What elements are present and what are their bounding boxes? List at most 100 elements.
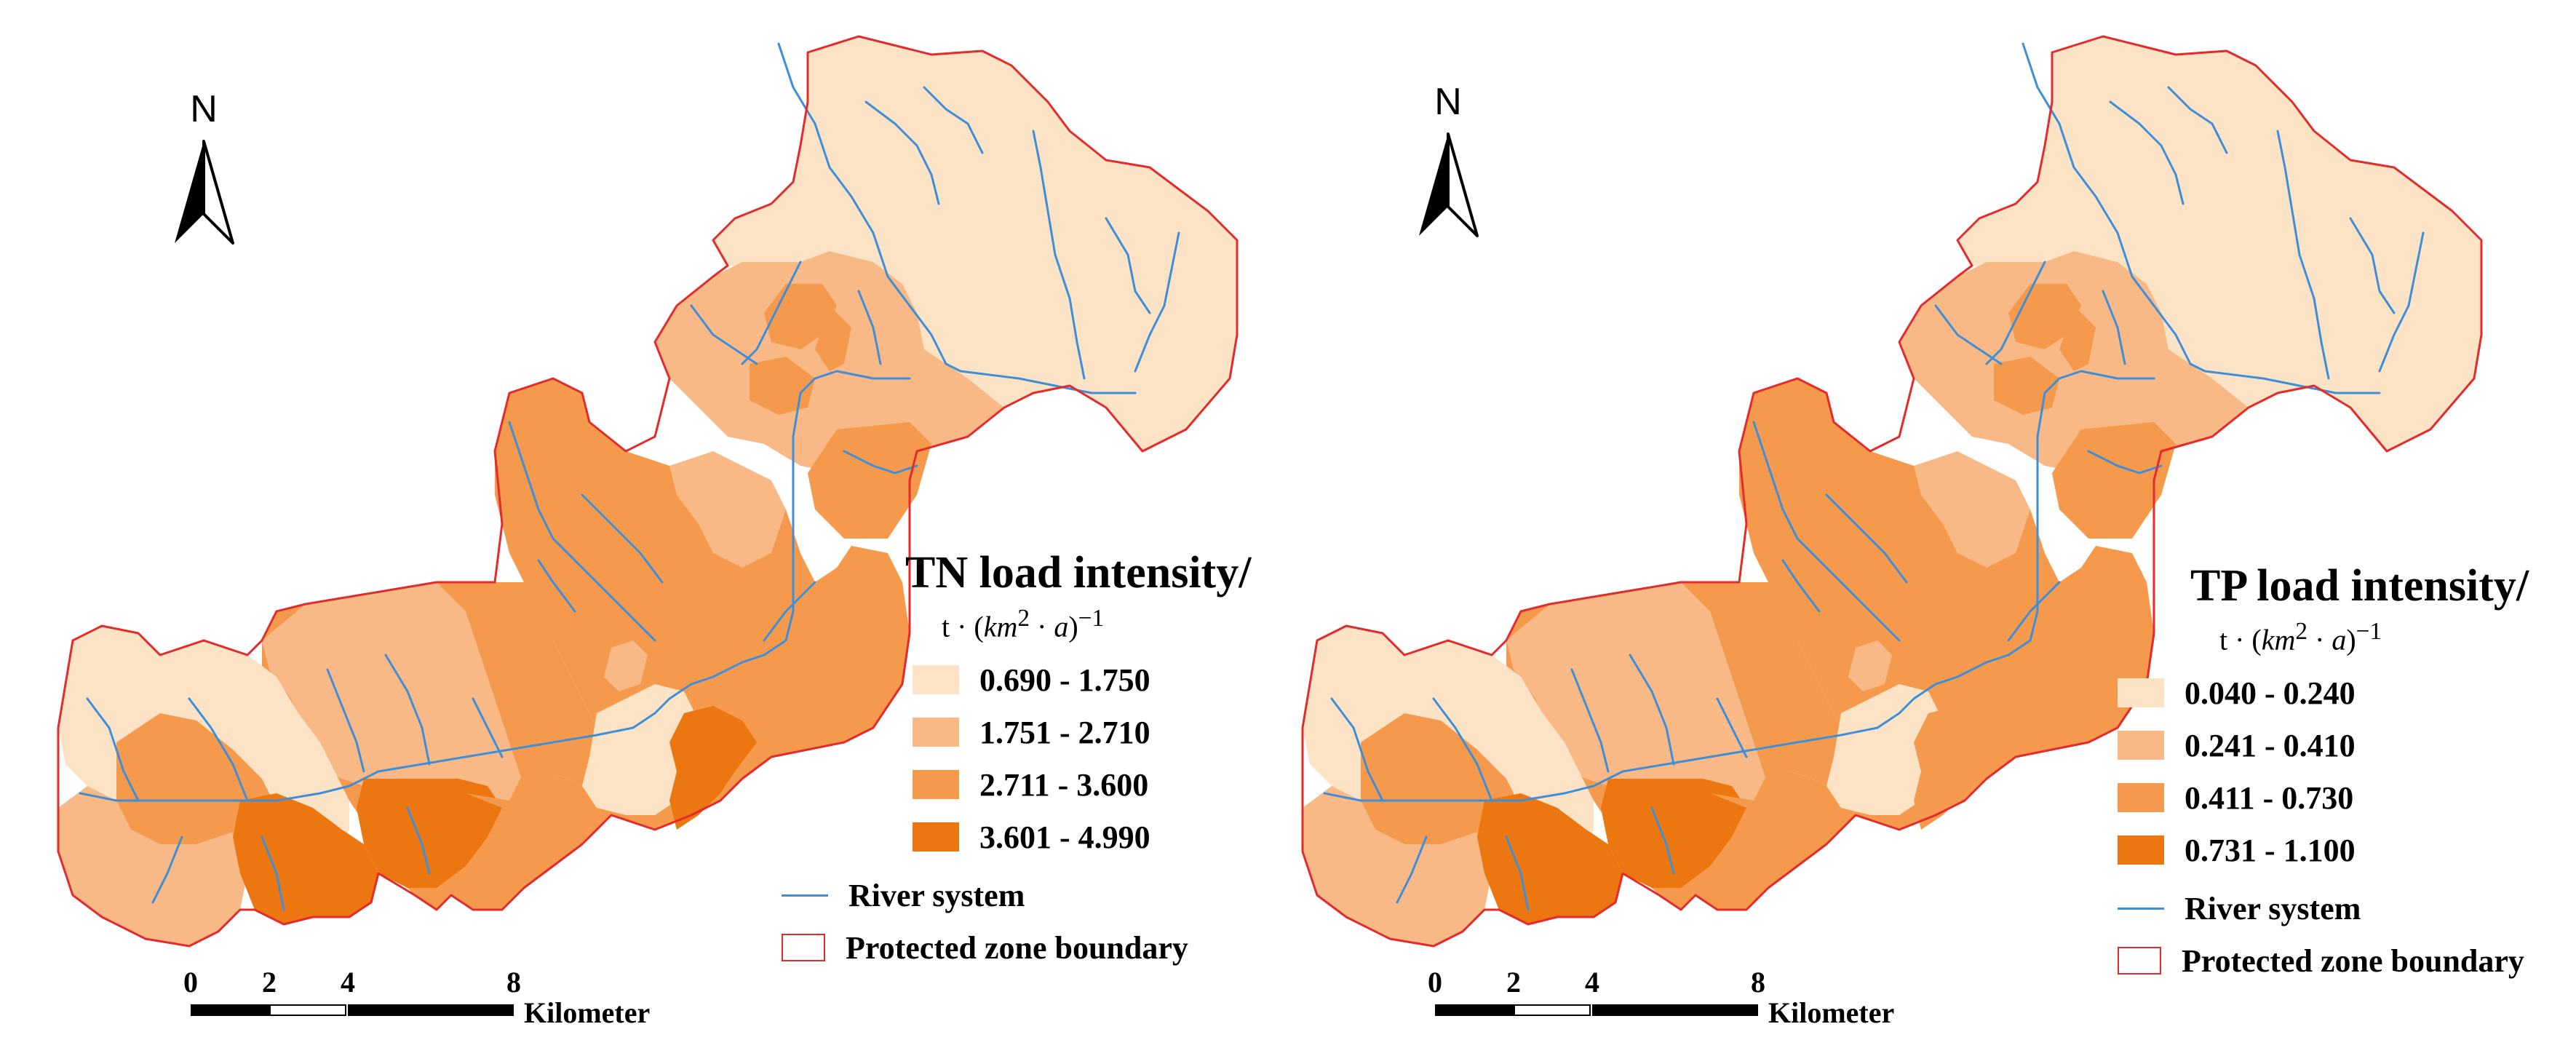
tp-zone <box>1477 793 1623 924</box>
river-line-icon <box>782 894 828 897</box>
scale-tick: 8 <box>1751 966 1765 999</box>
tp-river <box>1650 806 1675 875</box>
tp-river <box>1716 697 1748 758</box>
tn-river <box>472 697 504 758</box>
tn-zone <box>808 422 931 539</box>
tn-river <box>843 450 918 475</box>
scale-segment <box>1514 1004 1591 1016</box>
scale-segment <box>1592 1004 1758 1016</box>
tn-legend-label: 0.690 - 1.750 <box>979 662 1150 698</box>
tp-river <box>1781 559 1821 613</box>
tp-zone <box>1506 582 1768 801</box>
tn-zone <box>713 36 1237 451</box>
tn-river-network <box>79 42 1180 911</box>
tn-river <box>799 370 911 394</box>
tn-legend-swatch <box>913 770 959 800</box>
scale-tick: 4 <box>1585 966 1599 999</box>
tp-map-panel: N TP load intensity/ t · (km2 · a)−1 0.0… <box>1244 0 2532 1048</box>
tp-river <box>2167 86 2228 154</box>
tn-zone <box>58 786 247 946</box>
tn-river <box>326 668 365 773</box>
tn-protected-zone-boundary <box>57 35 1239 948</box>
tp-river-network <box>1323 42 2425 911</box>
tn-river <box>1032 130 1086 380</box>
tp-legend-boundary: Protected zone boundary <box>2118 934 2529 987</box>
tp-zone <box>1914 706 2001 830</box>
tn-legend-class: 3.601 - 4.990 <box>913 811 1251 863</box>
tp-river-label: River system <box>2185 890 2361 926</box>
tn-legend-label: 2.711 - 3.600 <box>979 766 1149 803</box>
scale-tick: 0 <box>1428 966 1442 999</box>
tp-river <box>2022 42 2206 373</box>
tn-legend-boundary: Protected zone boundary <box>782 921 1251 974</box>
tp-zone <box>2059 306 2096 371</box>
tp-zone <box>1914 451 2030 568</box>
tp-legend-title: TP load intensity/ <box>2190 561 2529 611</box>
tp-legend-class: 0.040 - 0.240 <box>2118 667 2529 719</box>
tp-legend-class: 0.241 - 0.410 <box>2118 719 2529 771</box>
tn-zone <box>451 771 611 910</box>
tn-zone <box>582 684 699 815</box>
tn-river <box>151 835 183 904</box>
tp-legend-swatch <box>2118 835 2164 865</box>
tn-river <box>1105 217 1151 314</box>
tn-river <box>86 697 140 802</box>
tp-legend-swatch <box>2118 783 2164 813</box>
tp-protected-zone-boundary <box>1301 35 2483 948</box>
tp-legend-river: River system <box>2118 882 2529 934</box>
tn-zone <box>116 713 277 844</box>
tp-river <box>1934 304 2003 365</box>
tn-legend-class: 0.690 - 1.750 <box>913 654 1251 706</box>
tp-river <box>1330 697 1384 802</box>
scale-tick: 2 <box>1506 966 1521 999</box>
tp-zone <box>1361 713 1521 844</box>
tp-legend-swatch <box>2118 678 2164 708</box>
tn-river <box>1134 231 1180 373</box>
tp-zones <box>1303 36 2481 946</box>
tp-river <box>2349 217 2396 314</box>
tp-legend-class: 0.411 - 0.730 <box>2118 771 2529 824</box>
tp-river <box>1629 654 1675 766</box>
north-arrow-icon <box>175 140 234 245</box>
tp-river <box>1323 726 1879 802</box>
scale-segment <box>269 1004 346 1016</box>
north-label: N <box>1434 81 1462 123</box>
tp-zone <box>1739 378 2154 801</box>
tn-legend-label: 1.751 - 2.710 <box>979 714 1150 750</box>
tp-river <box>2043 370 2155 394</box>
scale-tick: 8 <box>506 966 521 999</box>
tn-river <box>581 493 664 584</box>
tn-river <box>79 726 635 802</box>
north-arrow-icon <box>1419 132 1479 237</box>
tn-legend-river: River system <box>782 869 1251 921</box>
tn-legend-unit: t · (km2 · a)−1 <box>942 605 1105 643</box>
tn-river <box>261 835 285 911</box>
tn-map-panel: N TN load intensity/ t · (km2 · a)−1 0.6… <box>57 35 1252 1029</box>
tn-legend-title: TN load intensity/ <box>905 548 1252 598</box>
tp-river <box>2007 581 2061 642</box>
tp-river <box>2276 130 2330 380</box>
tp-zone <box>1957 36 2481 451</box>
boundary-box-icon <box>782 934 825 962</box>
scale-segment <box>1435 1004 1514 1016</box>
tn-zone <box>495 378 910 801</box>
tn-river <box>763 581 816 642</box>
tn-river <box>406 806 431 875</box>
tn-zone <box>669 706 757 830</box>
tn-river <box>508 421 656 642</box>
tn-river <box>959 370 1137 394</box>
tp-zone <box>1826 684 1943 815</box>
tn-legend-class: 1.751 - 2.710 <box>913 706 1251 758</box>
scale-segment <box>191 1004 269 1016</box>
tn-river <box>857 290 882 365</box>
tn-zone <box>669 451 786 568</box>
tp-legend-class: 0.731 - 1.100 <box>2118 824 2529 876</box>
tn-river <box>537 559 576 613</box>
tn-river <box>384 654 431 766</box>
tn-river <box>864 100 940 205</box>
tn-zone <box>815 306 851 371</box>
tp-legend-label: 0.040 - 0.240 <box>2185 675 2356 711</box>
tn-zone <box>233 793 378 924</box>
tn-legend-label: 3.601 - 4.990 <box>979 819 1150 855</box>
river-line-icon <box>2118 907 2164 910</box>
